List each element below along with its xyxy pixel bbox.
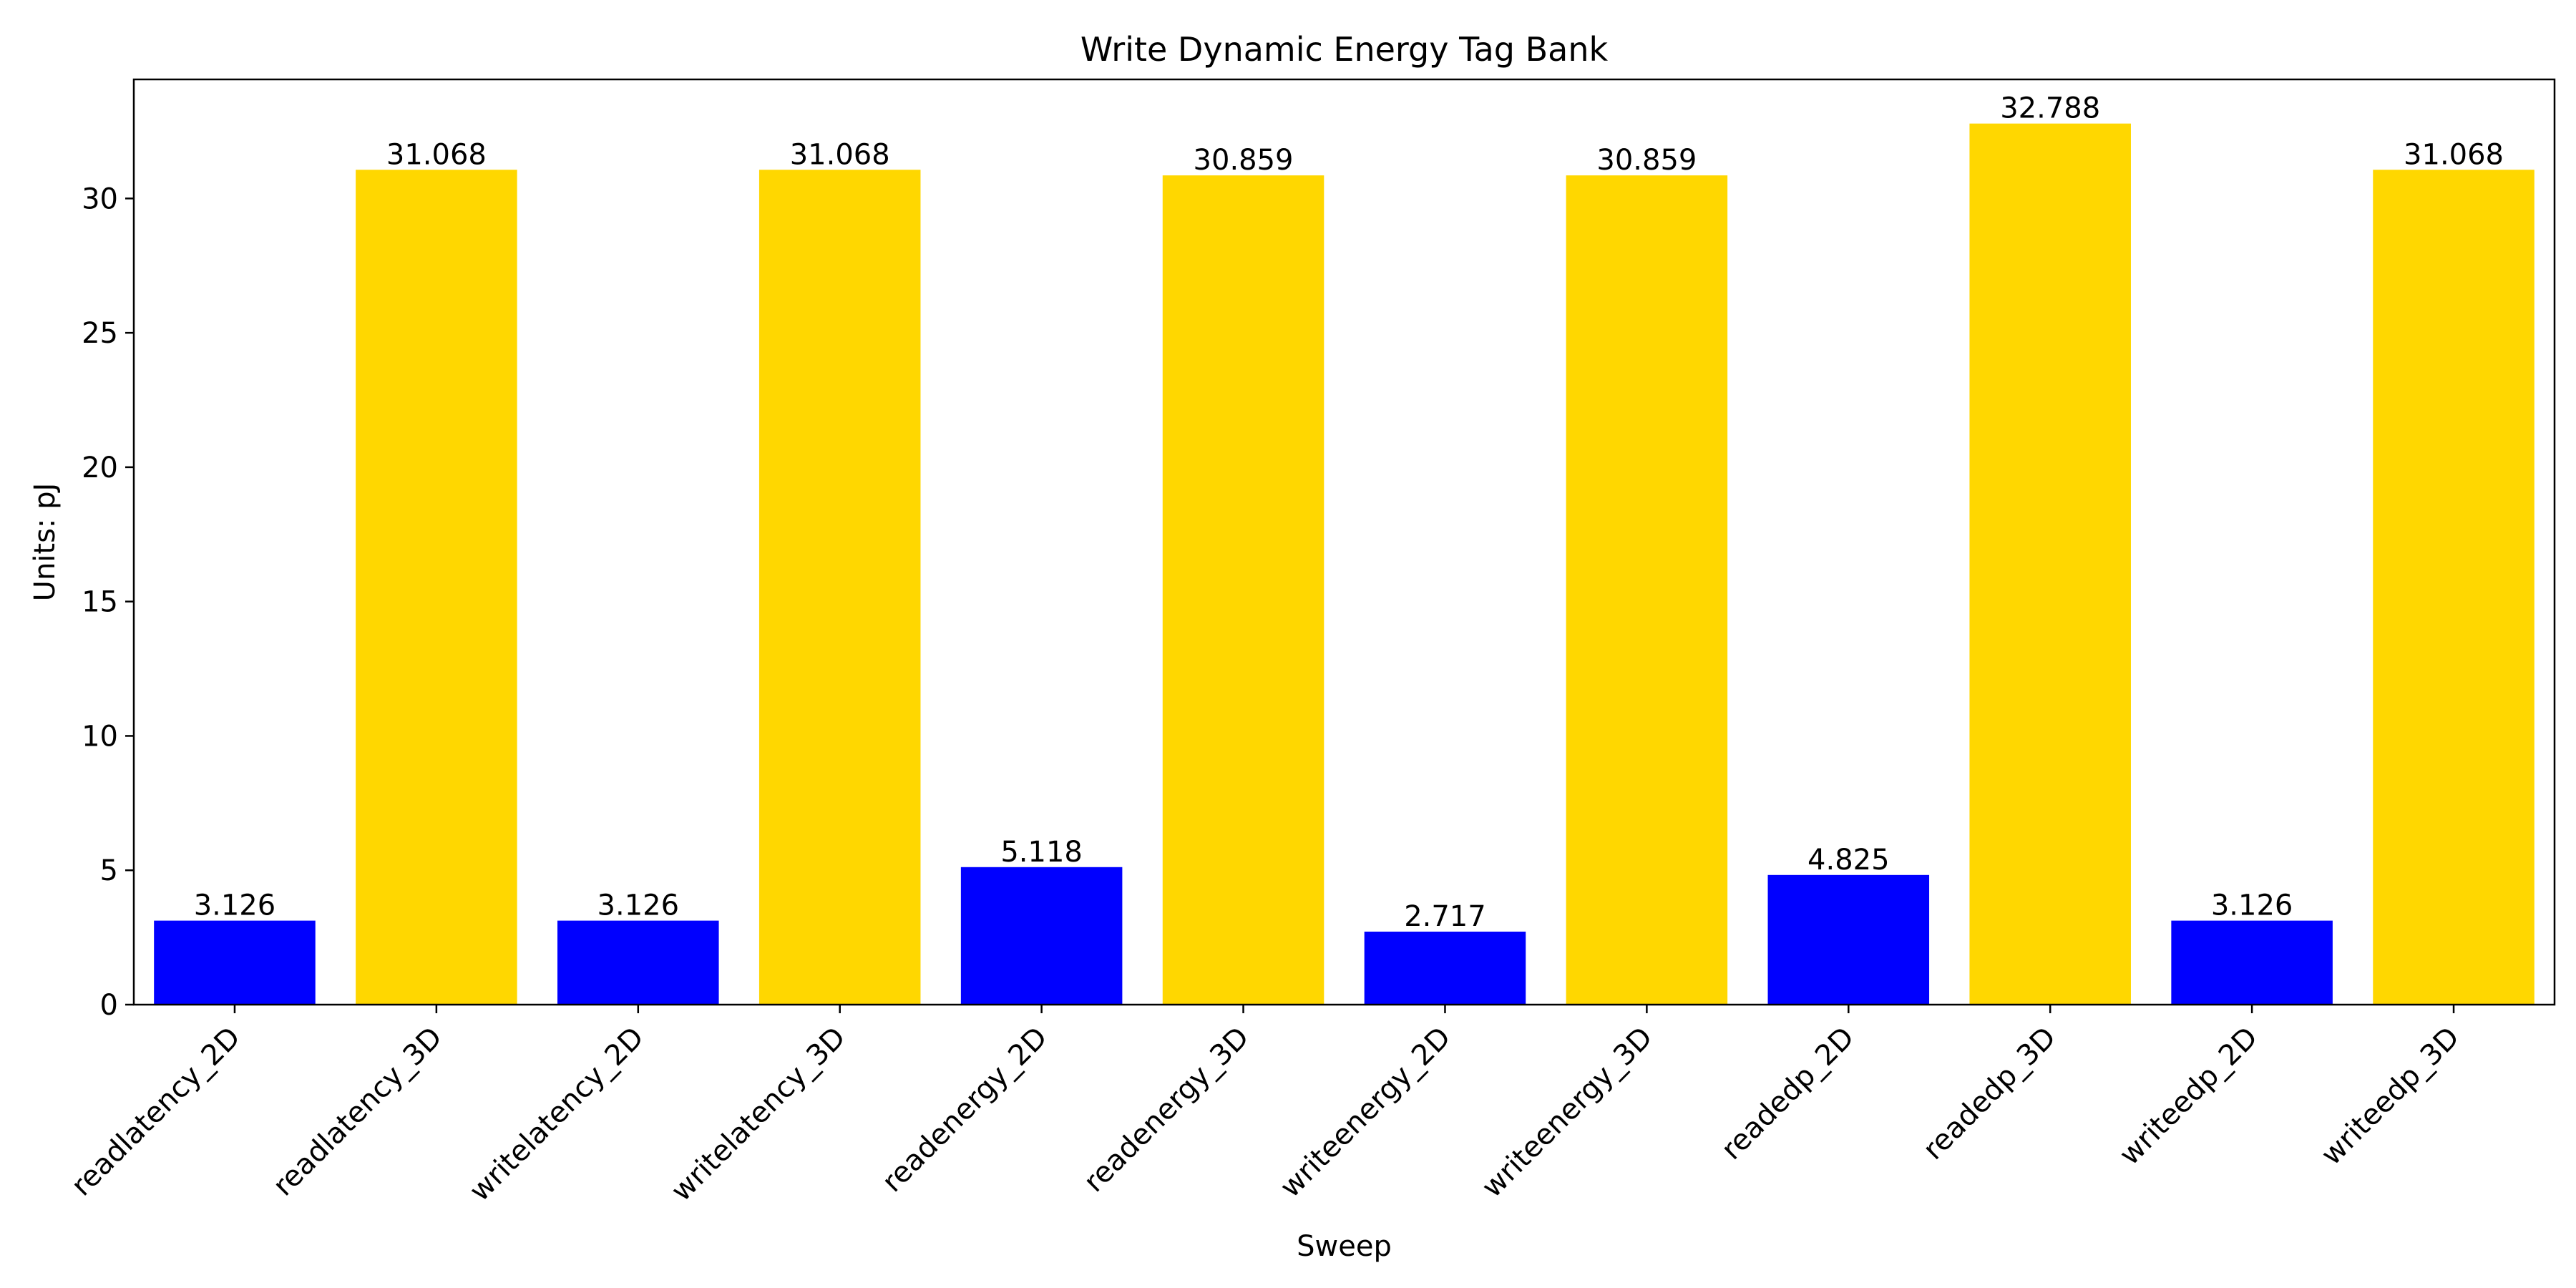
bar-value-label: 31.068 xyxy=(2404,138,2504,171)
bar-readenergy_2D xyxy=(960,867,1123,1005)
bar-value-label: 30.859 xyxy=(1194,144,1294,177)
bars-layer xyxy=(154,123,2534,1005)
bar-value-label: 30.859 xyxy=(1596,144,1697,177)
y-tick-label: 25 xyxy=(82,317,118,350)
bar-readenergy_3D xyxy=(1162,175,1324,1005)
bar-value-label: 31.068 xyxy=(386,138,487,171)
bar-value-label: 32.788 xyxy=(2000,92,2100,125)
bar-value-label: 5.118 xyxy=(1000,836,1083,869)
x-axis-title: Sweep xyxy=(1297,1230,1392,1263)
bar-value-label: 3.126 xyxy=(2211,889,2293,922)
bar-writeedp_3D xyxy=(2373,170,2534,1005)
bar-value-label: 31.068 xyxy=(790,138,890,171)
bar-value-label: 3.126 xyxy=(597,889,680,922)
y-tick-label: 10 xyxy=(82,720,118,753)
bar-writelatency_3D xyxy=(758,170,921,1005)
y-axis: 0 5 10 15 20 25 30 xyxy=(82,182,134,1022)
y-tick-label: 5 xyxy=(100,854,118,887)
bar-writelatency_2D xyxy=(557,920,719,1005)
bar-writeedp_2D xyxy=(2171,920,2333,1005)
y-tick-label: 30 xyxy=(82,182,118,215)
bar-readlatency_2D xyxy=(154,920,316,1005)
chart-title: Write Dynamic Energy Tag Bank xyxy=(1080,30,1609,69)
bar-writeenergy_3D xyxy=(1566,175,1728,1005)
y-axis-title: Units: pJ xyxy=(29,483,62,602)
bar-readedp_2D xyxy=(1767,874,1930,1005)
bar-readlatency_3D xyxy=(356,170,517,1005)
bar-value-label: 3.126 xyxy=(194,889,276,922)
y-tick-label: 0 xyxy=(100,989,118,1022)
bar-writeenergy_2D xyxy=(1364,931,1526,1005)
y-tick-label: 15 xyxy=(82,586,118,619)
plot-frame xyxy=(132,78,2556,1006)
bar-readedp_3D xyxy=(1969,123,2131,1005)
bar-value-label: 2.717 xyxy=(1404,900,1486,933)
bar-value-label: 4.825 xyxy=(1807,844,1890,877)
y-tick-label: 20 xyxy=(82,452,118,484)
bar-labels-layer: 3.126 31.068 3.126 31.068 5.118 30.859 2.717 30… xyxy=(194,92,2504,933)
